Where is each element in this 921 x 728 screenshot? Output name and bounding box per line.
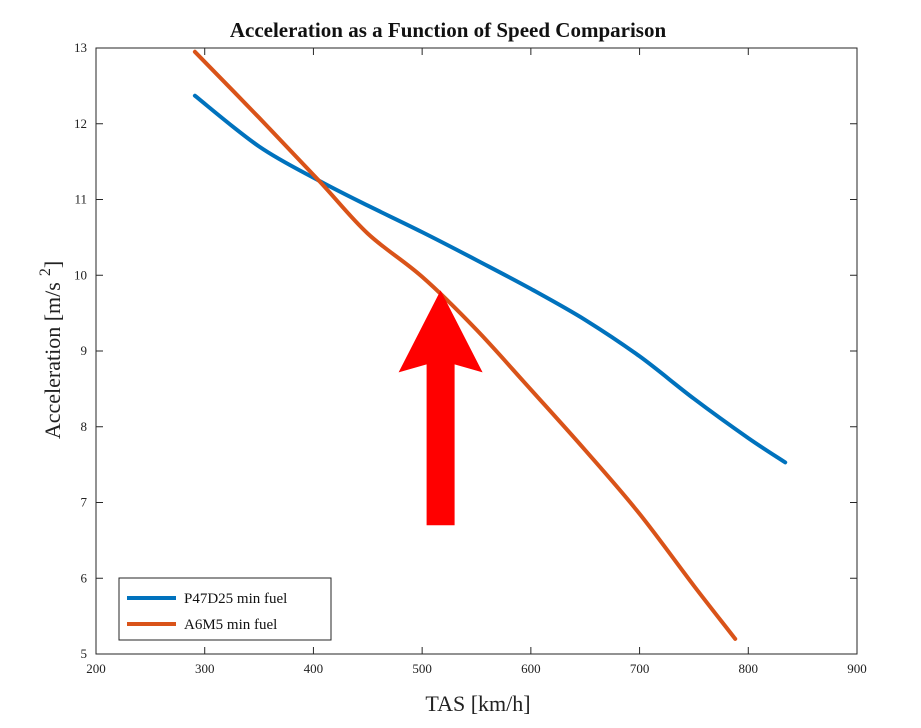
x-tick-label: 400 bbox=[304, 661, 324, 676]
x-axis-label: TAS [km/h] bbox=[425, 691, 530, 716]
series-line-p47d25 bbox=[192, 93, 788, 465]
series-line-a6m5 bbox=[192, 49, 738, 641]
y-tick-labels: 5 6 7 8 9 10 11 12 13 bbox=[74, 40, 88, 661]
y-tick-label: 6 bbox=[81, 570, 88, 585]
x-tick-labels: 200 300 400 500 600 700 800 900 bbox=[86, 661, 867, 676]
chart-title: Acceleration as a Function of Speed Comp… bbox=[230, 18, 667, 42]
legend-entry-p47d25-label: P47D25 min fuel bbox=[184, 591, 287, 607]
x-tick-label: 300 bbox=[195, 661, 215, 676]
red-arrow-annotation bbox=[398, 290, 483, 526]
y-tick-label: 9 bbox=[81, 343, 88, 358]
y-tick-label: 13 bbox=[74, 40, 87, 55]
y-tick-label: 10 bbox=[74, 267, 87, 282]
y-tick-label: 5 bbox=[81, 646, 88, 661]
y-axis-label-superscript: 2 bbox=[37, 268, 54, 276]
x-tick-label: 600 bbox=[521, 661, 541, 676]
series-layer bbox=[192, 49, 788, 641]
x-tick-label: 200 bbox=[86, 661, 106, 676]
x-tick-label: 500 bbox=[412, 661, 432, 676]
y-tick-label: 7 bbox=[81, 495, 88, 510]
legend: P47D25 min fuel A6M5 min fuel bbox=[118, 577, 332, 641]
legend-box bbox=[118, 577, 332, 641]
y-tick-label: 12 bbox=[74, 116, 87, 131]
x-tick-label: 800 bbox=[739, 661, 759, 676]
y-tick-label: 8 bbox=[81, 419, 88, 434]
y-tick-label: 11 bbox=[74, 192, 87, 207]
y-axis-label: Acceleration [m/s 2] bbox=[37, 261, 65, 439]
x-tick-label: 700 bbox=[630, 661, 650, 676]
legend-entry-a6m5-label: A6M5 min fuel bbox=[184, 617, 277, 633]
plot-frame bbox=[95, 47, 858, 655]
y-axis-label-close: ] bbox=[40, 261, 65, 268]
x-tick-label: 900 bbox=[847, 661, 867, 676]
axis-ticks bbox=[95, 47, 858, 655]
y-axis-label-main: Acceleration [m/s bbox=[40, 282, 65, 439]
annotation-layer bbox=[398, 290, 483, 526]
